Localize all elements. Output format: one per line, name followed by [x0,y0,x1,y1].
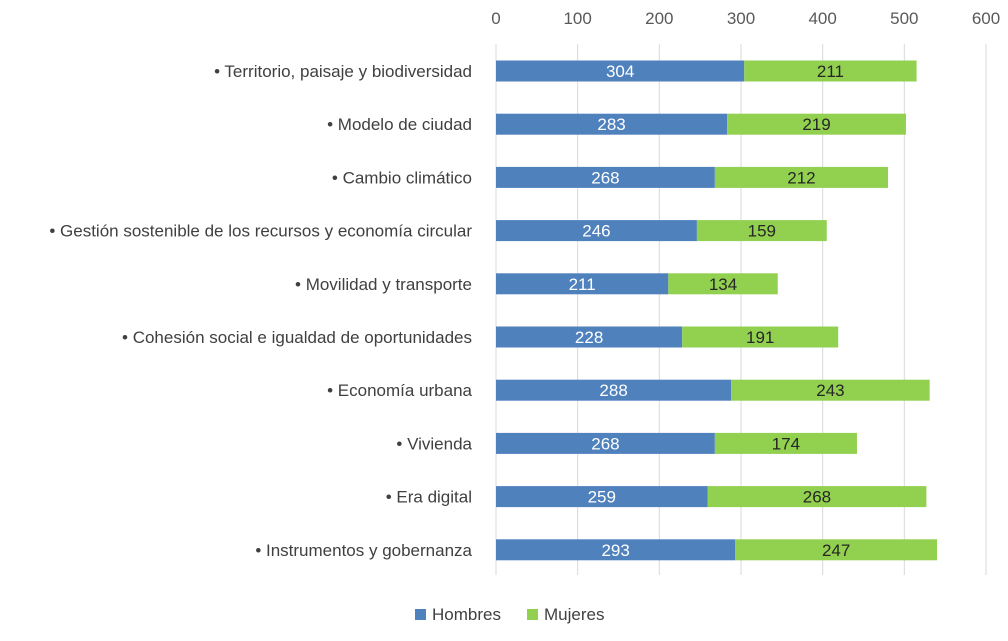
bar-hombres [496,539,736,561]
category-label: • Cohesión social e igualdad de oportuni… [122,328,472,347]
data-label-mujeres: 247 [822,541,850,560]
category-label: • Economía urbana [327,381,472,400]
data-label-mujeres: 211 [817,62,844,81]
bar-mujeres [707,486,927,508]
bar-mujeres [668,273,778,295]
data-label-mujeres: 212 [787,168,815,187]
data-label-mujeres: 268 [803,488,831,507]
bar-mujeres [682,326,839,348]
bar-mujeres [731,379,930,401]
bar-hombres [496,113,728,135]
data-label-hombres: 304 [606,62,634,81]
bar-hombres [496,486,708,508]
bar-mujeres [714,432,857,454]
x-tick-label: 400 [808,9,836,28]
category-label: • Instrumentos y gobernanza [255,541,472,560]
bar-mujeres [744,60,917,82]
legend-label-mujeres: Mujeres [544,605,604,624]
category-label: • Territorio, paisaje y biodiversidad [214,62,472,81]
data-label-mujeres: 174 [772,434,800,453]
data-label-hombres: 259 [588,488,616,507]
bar-hombres [496,432,715,454]
data-label-hombres: 293 [601,541,629,560]
x-tick-label: 600 [972,9,1000,28]
category-label: • Cambio climático [332,168,472,187]
category-label: • Era digital [386,488,472,507]
data-label-mujeres: 243 [816,381,844,400]
data-label-hombres: 228 [575,328,603,347]
legend-swatch-mujeres [527,609,538,620]
category-label: • Modelo de ciudad [327,115,472,134]
bar-hombres [496,220,697,242]
bar-hombres [496,166,715,188]
legend-label-hombres: Hombres [432,605,501,624]
bar-hombres [496,273,669,295]
category-label: • Vivienda [396,434,472,453]
bar-mujeres [727,113,906,135]
x-tick-label: 0 [491,9,500,28]
x-tick-label: 500 [890,9,918,28]
x-tick-label: 300 [727,9,755,28]
bar-hombres [496,379,732,401]
category-label: • Gestión sostenible de los recursos y e… [49,222,472,241]
data-label-mujeres: 159 [748,222,776,241]
bar-mujeres [714,166,888,188]
x-tick-label: 100 [563,9,591,28]
data-label-mujeres: 219 [802,115,830,134]
data-label-hombres: 268 [591,168,619,187]
bar-mujeres [735,539,937,561]
x-tick-label: 200 [645,9,673,28]
data-label-mujeres: 191 [746,328,774,347]
data-label-hombres: 268 [591,434,619,453]
category-label: • Movilidad y transporte [295,275,472,294]
data-label-mujeres: 134 [709,275,737,294]
bar-hombres [496,326,683,348]
data-label-hombres: 246 [582,222,610,241]
bar-hombres [496,60,745,82]
data-label-hombres: 283 [597,115,625,134]
data-label-hombres: 288 [599,381,627,400]
bar-mujeres [696,220,827,242]
data-label-hombres: 211 [569,275,596,294]
legend-swatch-hombres [415,609,426,620]
